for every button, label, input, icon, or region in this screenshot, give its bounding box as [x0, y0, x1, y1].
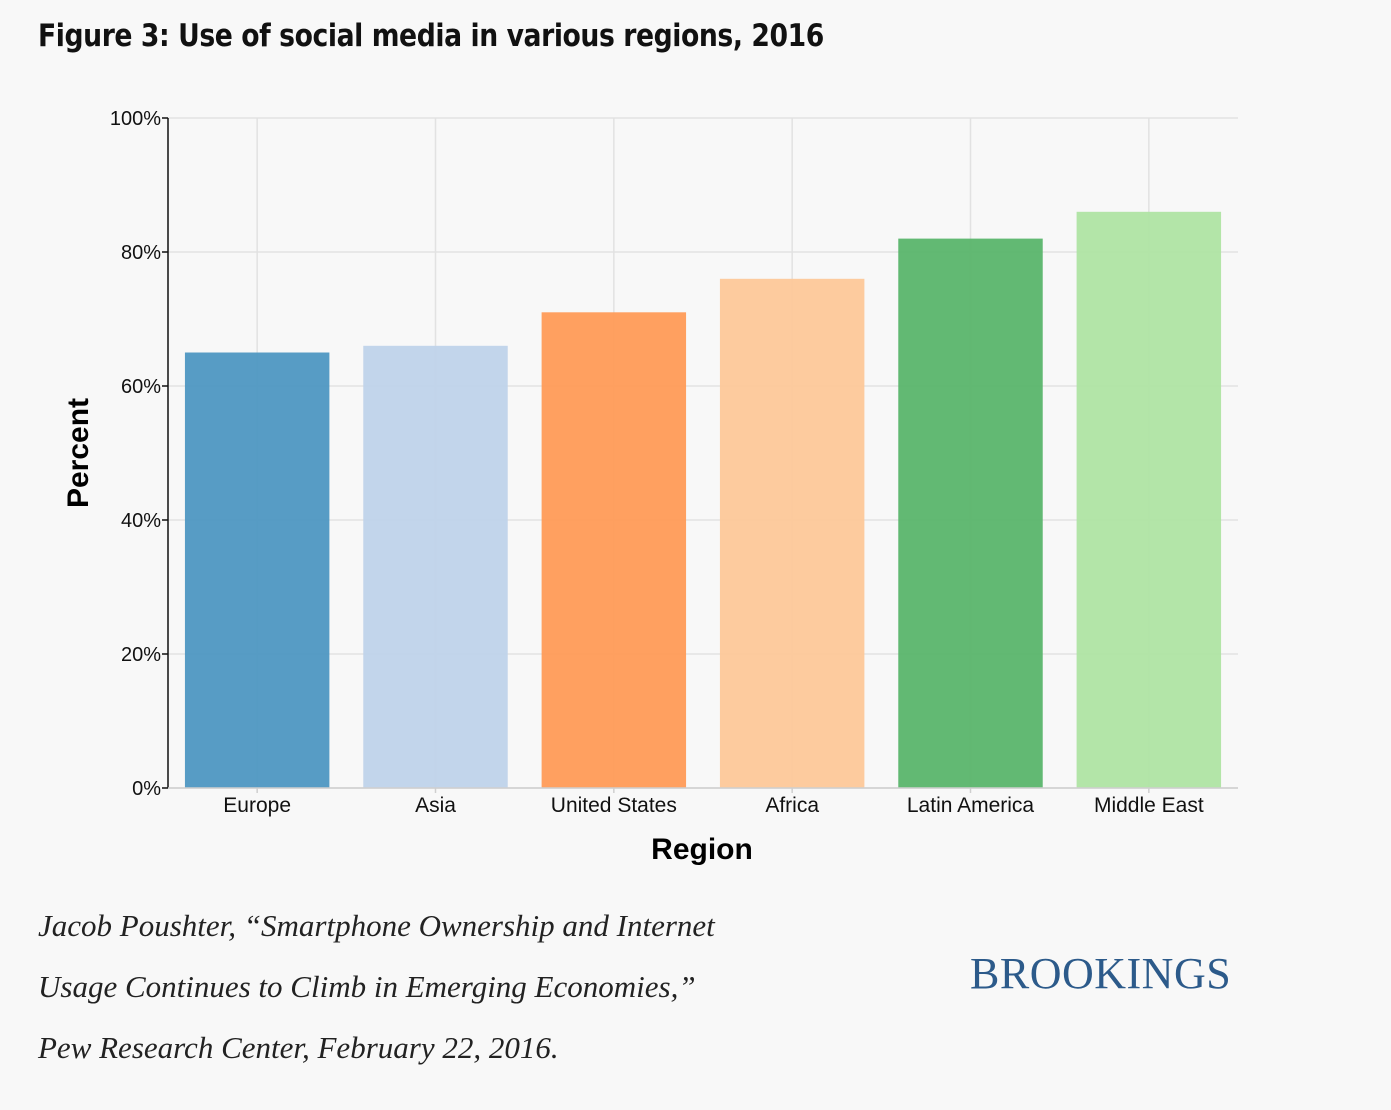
x-tick-label: Asia — [415, 794, 456, 817]
brookings-logo: BROOKINGS — [970, 949, 1232, 998]
citation-line-3: Pew Research Center, February 22, 2016. — [38, 1030, 559, 1065]
y-tick-label: 60% — [121, 376, 161, 398]
y-tick-label: 20% — [121, 644, 161, 666]
x-tick-label: Europe — [223, 794, 291, 817]
y-tick-labels: 0% 20% 40% 60% 80% 100% — [110, 108, 161, 800]
bar-africa — [719, 278, 865, 788]
y-tick-label: 0% — [132, 778, 161, 800]
citation-line-1: Jacob Poushter, “Smartphone Ownership an… — [38, 908, 715, 943]
bar-asia — [363, 345, 508, 788]
bar-europe — [184, 352, 330, 788]
chart-title: Figure 3: Use of social media in various… — [38, 18, 824, 54]
x-tick-label: Middle East — [1094, 794, 1204, 817]
y-axis-label: Percent — [62, 398, 95, 508]
bar-united-states — [541, 312, 687, 788]
y-tick-label: 40% — [121, 510, 161, 532]
citation-line-2: Usage Continues to Climb in Emerging Eco… — [38, 969, 696, 1004]
bar-middle-east — [1076, 211, 1222, 789]
x-tick-label: Latin America — [907, 794, 1035, 817]
y-tick-label: 100% — [110, 108, 161, 130]
x-tick-label: Africa — [765, 794, 819, 817]
bar-chart: 0% 20% 40% 60% 80% 100% Europe Asia United Stat… — [62, 108, 1238, 866]
y-tick-label: 80% — [121, 242, 161, 264]
axes — [162, 117, 1238, 793]
x-tick-labels: Europe Asia United States Africa Latin Ameri… — [223, 794, 1204, 817]
bar-latin-america — [898, 238, 1043, 789]
bars — [184, 211, 1222, 789]
x-tick-label: United States — [551, 794, 677, 817]
source-citation: Jacob Poushter, “Smartphone Ownership an… — [38, 895, 715, 1078]
x-axis-label: Region — [651, 833, 753, 866]
